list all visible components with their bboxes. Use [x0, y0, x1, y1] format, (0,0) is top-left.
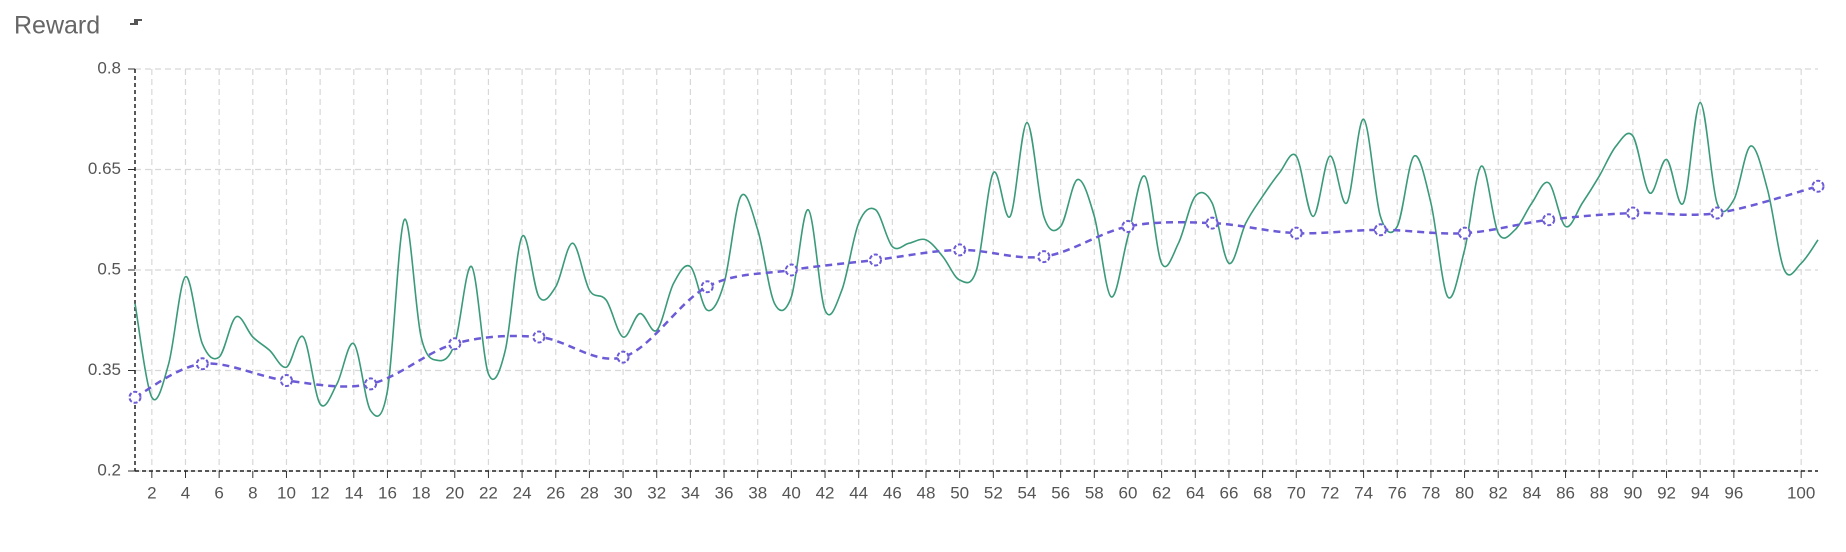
x-tick-label: 92	[1657, 483, 1676, 502]
point	[1811, 179, 1825, 193]
point	[953, 243, 967, 257]
point	[1373, 223, 1387, 237]
x-tick-label: 70	[1287, 483, 1306, 502]
x-tick-label: 22	[479, 483, 498, 502]
y-tick-label: 0.35	[88, 360, 121, 379]
point	[869, 253, 883, 267]
x-tick-label: 48	[917, 483, 936, 502]
x-tick-label: 18	[412, 483, 431, 502]
x-tick-label: 72	[1320, 483, 1339, 502]
point	[1121, 219, 1135, 233]
x-tick-label: 54	[1018, 483, 1037, 502]
x-tick-label: 34	[681, 483, 700, 502]
x-tick-label: 36	[715, 483, 734, 502]
x-tick-label: 80	[1455, 483, 1474, 502]
point	[532, 330, 546, 344]
x-tick-label: 94	[1691, 483, 1710, 502]
x-tick-label: 66	[1219, 483, 1238, 502]
point	[448, 337, 462, 351]
y-tick-label: 0.65	[88, 159, 121, 178]
point	[1289, 226, 1303, 240]
x-tick-label: 84	[1522, 483, 1541, 502]
x-tick-label: 14	[344, 483, 363, 502]
y-tick-label: 0.2	[97, 460, 121, 479]
x-tick-label: 88	[1590, 483, 1609, 502]
x-tick-label: 16	[378, 483, 397, 502]
expand-icon[interactable]	[130, 19, 142, 25]
x-tick-label: 68	[1253, 483, 1272, 502]
x-tick-label: 58	[1085, 483, 1104, 502]
point	[1626, 206, 1640, 220]
x-tick-label: 56	[1051, 483, 1070, 502]
point	[1710, 206, 1724, 220]
x-tick-label: 6	[214, 483, 223, 502]
x-tick-label: 62	[1152, 483, 1171, 502]
series-line	[134, 101, 1819, 417]
point	[700, 280, 714, 294]
point	[1458, 226, 1472, 240]
y-tick-label: 0.5	[97, 259, 121, 278]
x-tick-label: 40	[782, 483, 801, 502]
x-tick-label: 64	[1186, 483, 1205, 502]
x-tick-label: 96	[1724, 483, 1743, 502]
x-tick-label: 74	[1354, 483, 1373, 502]
x-tick-label: 90	[1623, 483, 1642, 502]
x-tick-label: 44	[849, 483, 868, 502]
x-tick-label: 28	[580, 483, 599, 502]
x-tick-label: 78	[1421, 483, 1440, 502]
x-tick-label: 30	[614, 483, 633, 502]
x-tick-label: 46	[883, 483, 902, 502]
point	[1542, 213, 1556, 227]
x-tick-label: 8	[248, 483, 257, 502]
x-tick-label: 24	[513, 483, 532, 502]
x-tick-label: 32	[647, 483, 666, 502]
point	[364, 377, 378, 391]
x-tick-label: 100	[1787, 483, 1815, 502]
x-tick-label: 4	[181, 483, 190, 502]
x-tick-label: 20	[445, 483, 464, 502]
y-tick-label: 0.8	[97, 58, 121, 77]
x-tick-label: 52	[984, 483, 1003, 502]
point	[1037, 250, 1051, 264]
x-tick-label: 38	[748, 483, 767, 502]
point	[279, 374, 293, 388]
x-tick-label: 76	[1388, 483, 1407, 502]
point	[784, 263, 798, 277]
x-tick-label: 2	[147, 483, 156, 502]
x-tick-label: 26	[546, 483, 565, 502]
point	[1205, 216, 1219, 230]
x-tick-label: 50	[950, 483, 969, 502]
chart-title: Reward	[14, 12, 100, 40]
x-tick-label: 86	[1556, 483, 1575, 502]
point	[195, 357, 209, 371]
point	[128, 390, 142, 404]
x-tick-label: 12	[311, 483, 330, 502]
x-tick-label: 42	[816, 483, 835, 502]
point	[616, 350, 630, 364]
x-tick-label: 60	[1119, 483, 1138, 502]
x-tick-label: 10	[277, 483, 296, 502]
x-tick-label: 82	[1489, 483, 1508, 502]
